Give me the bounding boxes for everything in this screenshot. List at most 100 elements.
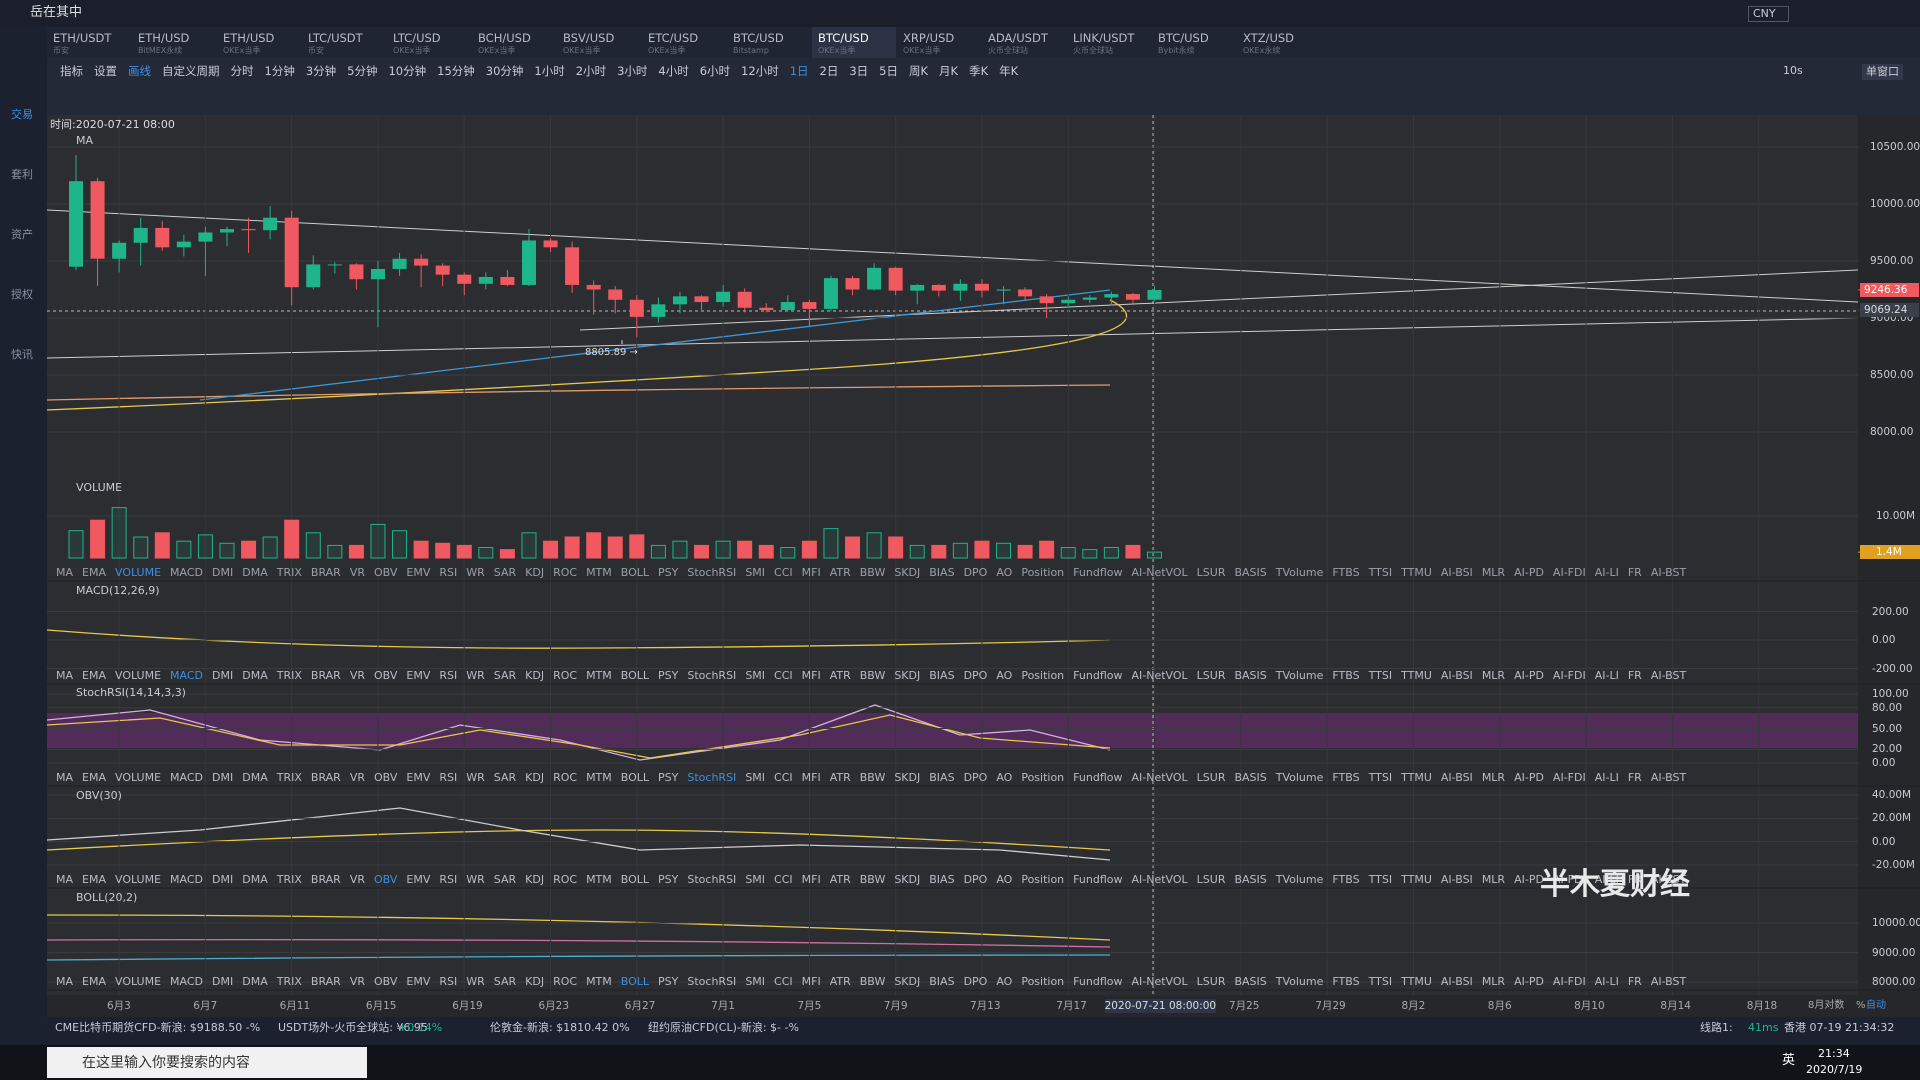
period-button[interactable]: 3日 bbox=[849, 64, 869, 78]
taskbar-search[interactable]: 在这里输入你要搜索的内容 bbox=[82, 1055, 250, 1071]
indicator-tab[interactable]: TRIX bbox=[276, 975, 302, 988]
sidebar-item[interactable]: 交易 bbox=[11, 108, 33, 121]
indicator-tab[interactable]: Position bbox=[1021, 975, 1065, 988]
indicator-tab[interactable]: DPO bbox=[963, 669, 988, 682]
indicator-tab[interactable]: LSUR bbox=[1196, 566, 1226, 579]
indicator-tab[interactable]: MLR bbox=[1481, 873, 1506, 886]
indicator-tab[interactable]: AI-NetVOL bbox=[1131, 566, 1188, 579]
indicator-tab[interactable]: TRIX bbox=[276, 873, 302, 886]
indicator-tab[interactable]: SKDJ bbox=[894, 771, 921, 784]
tab-symbol[interactable]: XRP/USD bbox=[903, 31, 955, 45]
period-button[interactable]: 2小时 bbox=[575, 64, 607, 78]
indicator-tab[interactable]: MTM bbox=[586, 975, 612, 988]
indicator-tab[interactable]: KDJ bbox=[525, 873, 545, 886]
indicator-tab[interactable]: LSUR bbox=[1196, 873, 1226, 886]
indicator-tab[interactable]: MTM bbox=[586, 873, 612, 886]
indicator-tab[interactable]: TTMU bbox=[1401, 566, 1432, 579]
indicator-tab[interactable]: Fundflow bbox=[1073, 669, 1123, 682]
indicator-tab[interactable]: BBW bbox=[859, 873, 886, 886]
indicator-tab[interactable]: CCI bbox=[774, 771, 793, 784]
indicator-tab[interactable]: RSI bbox=[439, 771, 458, 784]
axis-option[interactable]: 自动 bbox=[1866, 1000, 1886, 1011]
indicator-tab[interactable]: MFI bbox=[801, 669, 821, 682]
indicator-tab[interactable]: SMI bbox=[745, 873, 766, 886]
indicator-tab[interactable]: ATR bbox=[829, 873, 851, 886]
indicator-tab[interactable]: SMI bbox=[745, 566, 766, 579]
tab-symbol[interactable]: XTZ/USD bbox=[1243, 31, 1295, 45]
indicator-tab[interactable]: ATR bbox=[829, 566, 851, 579]
indicator-tab[interactable]: TTMU bbox=[1401, 873, 1432, 886]
indicator-tab[interactable]: TTMU bbox=[1401, 975, 1432, 988]
indicator-tab[interactable]: FR bbox=[1627, 771, 1642, 784]
indicator-tab[interactable]: ATR bbox=[829, 771, 851, 784]
indicator-tab[interactable]: MA bbox=[56, 566, 74, 579]
tab-symbol[interactable]: LINK/USDT bbox=[1073, 31, 1135, 45]
indicator-tab[interactable]: Fundflow bbox=[1073, 566, 1123, 579]
indicator-tab[interactable]: BOLL bbox=[620, 771, 650, 784]
tab-symbol[interactable]: ETH/USDT bbox=[53, 31, 112, 45]
tab-exchange[interactable]: Bitstamp bbox=[733, 46, 769, 55]
indicator-tab[interactable]: TVolume bbox=[1275, 669, 1324, 682]
indicator-tab[interactable]: ATR bbox=[829, 975, 851, 988]
toolbar-button[interactable]: 自定义周期 bbox=[162, 64, 220, 78]
indicator-tab[interactable]: FR bbox=[1627, 566, 1642, 579]
period-button[interactable]: 3分钟 bbox=[305, 64, 337, 78]
tab-exchange[interactable]: 火币全球站 bbox=[1073, 46, 1113, 55]
indicator-tab[interactable]: AI-NetVOL bbox=[1131, 771, 1188, 784]
indicator-tab[interactable]: AI-PD bbox=[1514, 975, 1544, 988]
indicator-tab[interactable]: BBW bbox=[859, 771, 886, 784]
indicator-tab[interactable]: SMI bbox=[745, 771, 766, 784]
indicator-tab[interactable]: BIAS bbox=[929, 566, 955, 579]
indicator-tab[interactable]: SKDJ bbox=[894, 669, 921, 682]
indicator-tab[interactable]: DMI bbox=[212, 873, 234, 886]
indicator-tab[interactable]: EMV bbox=[406, 975, 431, 988]
indicator-tab[interactable]: CCI bbox=[774, 975, 793, 988]
indicator-tab[interactable]: FTBS bbox=[1332, 771, 1360, 784]
indicator-tab[interactable]: FTBS bbox=[1332, 669, 1360, 682]
currency-select[interactable]: CNY bbox=[1748, 6, 1789, 22]
indicator-tab[interactable]: MACD bbox=[170, 566, 204, 579]
indicator-tab[interactable]: SAR bbox=[493, 566, 517, 579]
indicator-tab[interactable]: StochRSI bbox=[687, 873, 737, 886]
indicator-tab[interactable]: BRAR bbox=[310, 975, 341, 988]
indicator-tab[interactable]: EMA bbox=[82, 975, 106, 988]
indicator-tab[interactable]: TTSI bbox=[1368, 873, 1393, 886]
tab-symbol[interactable]: BSV/USD bbox=[563, 31, 615, 45]
indicator-tab[interactable]: BBW bbox=[859, 566, 886, 579]
indicator-tab[interactable]: ROC bbox=[553, 975, 578, 988]
tab-symbol[interactable]: LTC/USD bbox=[393, 31, 441, 45]
indicator-tab[interactable]: MACD bbox=[170, 873, 204, 886]
indicator-tab[interactable]: Position bbox=[1021, 566, 1065, 579]
indicator-tab[interactable]: ATR bbox=[829, 669, 851, 682]
indicator-tab[interactable]: ROC bbox=[553, 669, 578, 682]
tab-exchange[interactable]: OKEx当季 bbox=[478, 46, 516, 55]
indicator-tab[interactable]: BOLL bbox=[620, 669, 650, 682]
indicator-tab[interactable]: CCI bbox=[774, 669, 793, 682]
toolbar-button[interactable]: 画线 bbox=[128, 64, 151, 78]
indicator-tab[interactable]: FTBS bbox=[1332, 975, 1360, 988]
indicator-tab[interactable]: SAR bbox=[493, 669, 517, 682]
indicator-tab[interactable]: Fundflow bbox=[1073, 975, 1123, 988]
indicator-tab[interactable]: CCI bbox=[774, 873, 793, 886]
indicator-tab[interactable]: TVolume bbox=[1275, 771, 1324, 784]
indicator-tab[interactable]: BOLL bbox=[620, 566, 650, 579]
indicator-tab[interactable]: MA bbox=[56, 873, 74, 886]
period-button[interactable]: 年K bbox=[999, 64, 1019, 78]
indicator-tab[interactable]: AI-PD bbox=[1514, 669, 1544, 682]
indicator-tab[interactable]: ROC bbox=[553, 771, 578, 784]
indicator-tab[interactable]: TRIX bbox=[276, 566, 302, 579]
indicator-tab[interactable]: BIAS bbox=[929, 669, 955, 682]
indicator-tab[interactable]: MA bbox=[56, 975, 74, 988]
indicator-tab[interactable]: FR bbox=[1627, 975, 1642, 988]
indicator-tab[interactable]: MACD bbox=[170, 669, 204, 682]
period-button[interactable]: 5分钟 bbox=[347, 64, 378, 78]
sidebar-item[interactable]: 资产 bbox=[11, 228, 33, 241]
indicator-tab[interactable]: ROC bbox=[553, 873, 578, 886]
indicator-tab[interactable]: TTSI bbox=[1368, 669, 1393, 682]
indicator-tab[interactable]: TRIX bbox=[276, 771, 302, 784]
indicator-tab[interactable]: DMI bbox=[212, 975, 234, 988]
indicator-tab[interactable]: PSY bbox=[658, 771, 679, 784]
search-box[interactable] bbox=[47, 1047, 367, 1078]
indicator-tab[interactable]: BASIS bbox=[1234, 771, 1267, 784]
indicator-tab[interactable]: AI-PD bbox=[1514, 771, 1544, 784]
